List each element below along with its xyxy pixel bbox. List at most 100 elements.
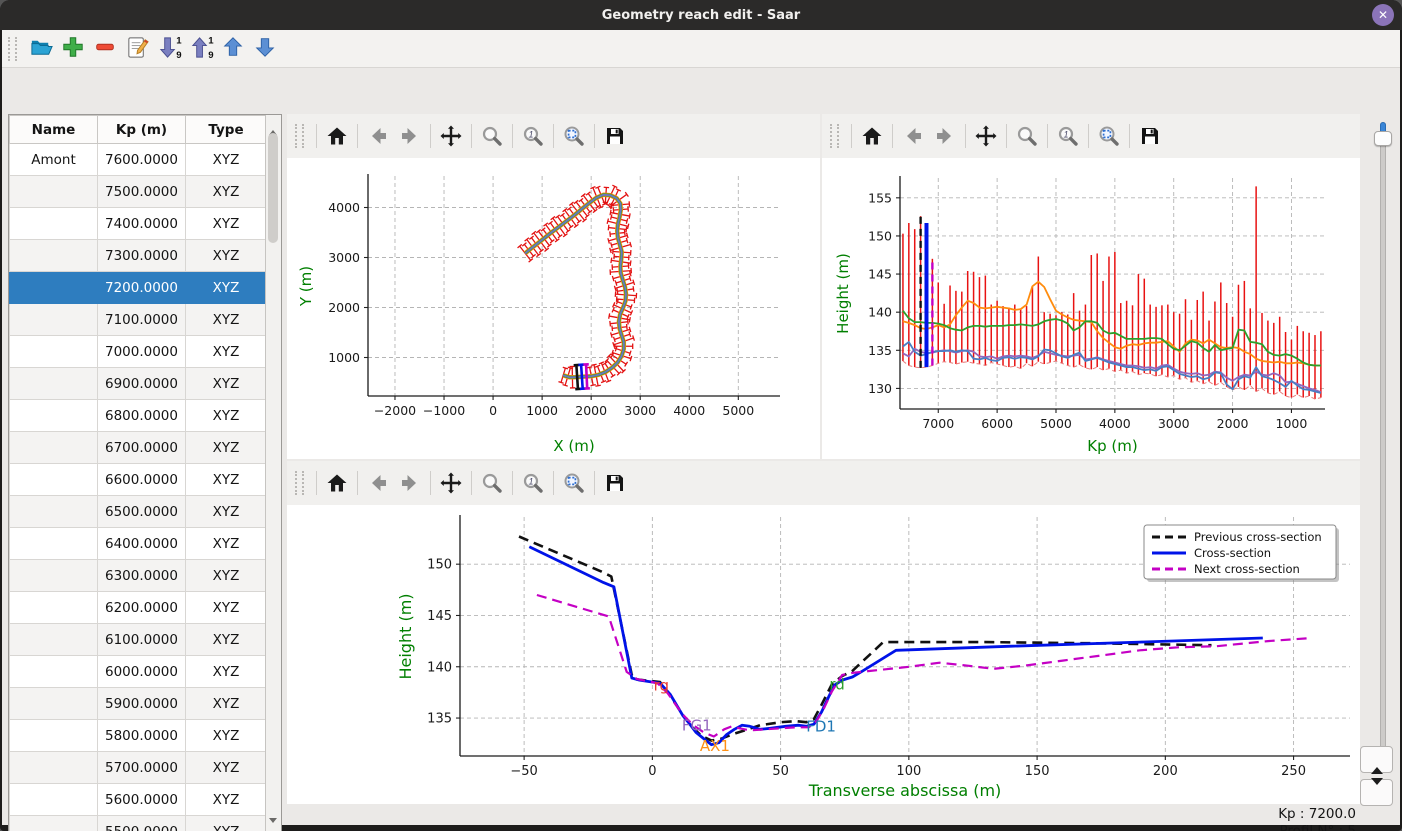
table-scrollbar-thumb[interactable] [268,133,278,243]
table-row[interactable]: 6400.0000 XYZ [9,527,267,560]
table-cell[interactable]: XYZ [185,751,267,784]
table-cell[interactable]: 6100.0000 [97,623,186,656]
table-cell[interactable]: 7400.0000 [97,207,186,240]
table-cell[interactable]: XYZ [185,431,267,464]
table-cell[interactable]: XYZ [185,335,267,368]
table-cell[interactable] [9,239,98,272]
table-row[interactable]: 5700.0000 XYZ [9,751,267,784]
zoom-in-button[interactable]: 1 [517,467,549,499]
table-cell[interactable]: 6500.0000 [97,495,186,528]
toolbar-grip[interactable] [830,124,839,148]
table-cell[interactable]: XYZ [185,559,267,592]
table-scroll-down-button[interactable] [266,818,280,831]
move-down-button[interactable] [249,33,281,65]
table-scroll-up-button[interactable] [266,115,280,135]
table-row[interactable]: 7300.0000 XYZ [9,239,267,272]
table-cell[interactable]: XYZ [185,303,267,336]
edit-cross-section-button[interactable] [121,33,153,65]
zoom-button[interactable] [476,467,508,499]
profile-plot[interactable]: 7000 6000 5000 4000 3000 2000 1000 130 135 140 145… [822,158,1360,459]
profile-down-button[interactable] [1360,778,1393,806]
table-row[interactable]: 6100.0000 XYZ [9,623,267,656]
table-cell[interactable]: XYZ [185,591,267,624]
zoom-region-button[interactable] [1093,120,1125,152]
table-cell[interactable] [9,815,98,831]
close-button[interactable]: ✕ [1372,4,1394,26]
table-cell[interactable]: 7100.0000 [97,303,186,336]
table-cell[interactable]: 6800.0000 [97,399,186,432]
table-cell[interactable] [9,367,98,400]
table-row[interactable]: 6600.0000 XYZ [9,463,267,496]
table-cell[interactable]: XYZ [185,783,267,816]
table-row[interactable]: 7100.0000 XYZ [9,303,267,336]
table-cell[interactable] [9,591,98,624]
table-cell[interactable] [9,399,98,432]
table-row[interactable]: 6900.0000 XYZ [9,367,267,400]
table-cell[interactable] [9,559,98,592]
table-row[interactable]: 6700.0000 XYZ [9,431,267,464]
back-button[interactable] [362,467,394,499]
save-figure-button[interactable] [599,120,631,152]
home-button[interactable] [321,467,353,499]
zoom-region-button[interactable] [558,467,590,499]
table-cell[interactable] [9,175,98,208]
table-cell[interactable]: XYZ [185,143,267,176]
pan-button[interactable] [435,120,467,152]
zoom-button[interactable] [1011,120,1043,152]
table-row[interactable]: 7500.0000 XYZ [9,175,267,208]
zoom-in-button[interactable]: 1 [517,120,549,152]
forward-button[interactable] [394,120,426,152]
table-cell[interactable]: 5800.0000 [97,719,186,752]
zoom-button[interactable] [476,120,508,152]
table-row[interactable]: 5900.0000 XYZ [9,687,267,720]
table-cell[interactable]: XYZ [185,623,267,656]
table-cell[interactable] [9,719,98,752]
table-cell[interactable]: XYZ [185,367,267,400]
profile-up-button[interactable] [1360,746,1393,774]
table-cell[interactable]: 7000.0000 [97,335,186,368]
table-row[interactable]: 7000.0000 XYZ [9,335,267,368]
table-cell[interactable]: 6700.0000 [97,431,186,464]
table-cell[interactable]: XYZ [185,271,267,304]
table-cell[interactable]: XYZ [185,527,267,560]
toolbar-grip[interactable] [295,124,304,148]
home-button[interactable] [321,120,353,152]
table-row[interactable]: 7200.0000 XYZ [9,271,267,304]
cross-section-plot[interactable]: −50 0 50 100 150 200 250 135 140 145 150 Transverse… [287,505,1360,804]
table-row[interactable]: 7400.0000 XYZ [9,207,267,240]
pan-button[interactable] [435,467,467,499]
table-cell[interactable]: XYZ [185,175,267,208]
column-header-name[interactable]: Name [9,115,98,144]
table-cell[interactable]: 7300.0000 [97,239,186,272]
table-cell[interactable]: 5500.0000 [97,815,186,831]
table-cell[interactable]: 7600.0000 [97,143,186,176]
slider-handle[interactable] [1374,131,1392,146]
table-cell[interactable]: 7500.0000 [97,175,186,208]
table-cell[interactable] [9,463,98,496]
table-cell[interactable]: 5700.0000 [97,751,186,784]
table-cell[interactable] [9,655,98,688]
table-row[interactable]: 6000.0000 XYZ [9,655,267,688]
table-cell[interactable]: 6900.0000 [97,367,186,400]
move-up-button[interactable] [217,33,249,65]
back-button[interactable] [897,120,929,152]
save-figure-button[interactable] [1134,120,1166,152]
table-cell[interactable] [9,623,98,656]
open-geometry-button[interactable] [25,33,57,65]
toolbar-grip[interactable] [295,471,304,495]
table-cell[interactable]: 6300.0000 [97,559,186,592]
table-cell[interactable]: XYZ [185,495,267,528]
table-row[interactable]: 6200.0000 XYZ [9,591,267,624]
table-row[interactable]: 5600.0000 XYZ [9,783,267,816]
table-cell[interactable] [9,207,98,240]
home-button[interactable] [856,120,888,152]
table-cell[interactable]: XYZ [185,239,267,272]
table-cell[interactable] [9,527,98,560]
slider-groove[interactable] [1380,122,1386,752]
zoom-in-button[interactable]: 1 [1052,120,1084,152]
profile-position-slider[interactable] [1374,122,1392,752]
table-row[interactable]: 6800.0000 XYZ [9,399,267,432]
